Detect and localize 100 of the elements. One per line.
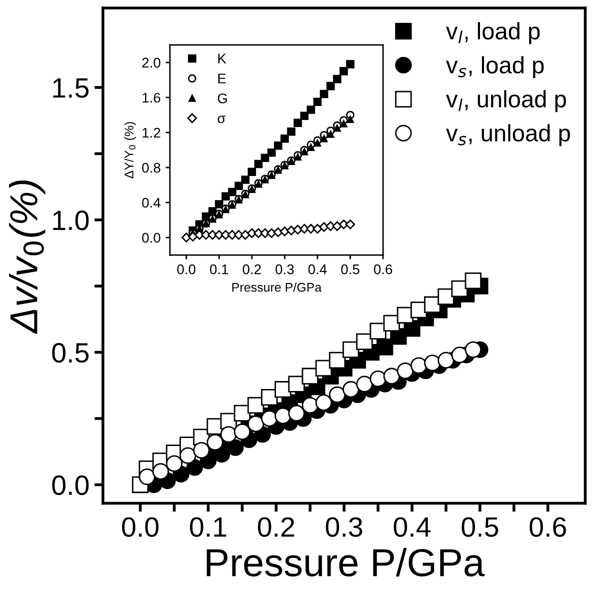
y-tick-label: 1.2	[142, 128, 160, 138]
x-tick-label: 0.6	[374, 264, 392, 274]
point	[138, 468, 156, 486]
point	[314, 139, 322, 147]
point	[260, 154, 270, 162]
point	[300, 112, 309, 120]
point	[315, 394, 332, 411]
point	[342, 381, 360, 398]
point	[254, 160, 263, 168]
y-tick-label: 2.0	[142, 58, 160, 68]
point	[332, 74, 342, 84]
point	[332, 221, 342, 232]
point	[451, 346, 468, 364]
legend-label: v$_{l}$, unload p	[446, 90, 566, 112]
point	[240, 230, 250, 240]
x-tick-label: 0.2	[258, 517, 294, 537]
x-tick-label: 0.4	[394, 517, 431, 537]
legend-label: v$_{l}$, load p	[446, 22, 540, 44]
point	[241, 176, 250, 184]
x-tick-label: 0.3	[326, 517, 362, 537]
point	[320, 90, 328, 98]
point	[340, 67, 348, 76]
y-tick-label: 0.8	[142, 162, 160, 173]
point	[438, 352, 454, 369]
legend-label: K	[218, 54, 226, 64]
point	[260, 228, 270, 238]
point	[320, 134, 328, 142]
point	[166, 455, 183, 472]
point	[248, 168, 256, 176]
x-axis-title: Pressure P/GPa	[206, 548, 485, 576]
point	[346, 116, 354, 124]
point	[280, 226, 290, 236]
y-tick-label: 0.4	[142, 198, 160, 208]
point	[307, 144, 315, 152]
x-axis-title: Pressure P/GPa	[232, 282, 322, 292]
legend-label: σ	[218, 116, 226, 124]
point	[274, 141, 282, 150]
point	[300, 148, 308, 156]
legend-label: G	[218, 93, 227, 104]
x-tick-label: 0.1	[190, 517, 226, 537]
point	[326, 82, 335, 90]
point	[234, 423, 251, 440]
point	[288, 376, 305, 392]
point	[334, 124, 341, 132]
point	[451, 280, 468, 298]
point	[221, 192, 230, 201]
point	[306, 224, 316, 234]
point	[234, 182, 243, 190]
x-tick-label: 0.4	[308, 264, 327, 274]
point	[424, 354, 441, 372]
x-tick-label: 0.6	[530, 517, 566, 537]
point	[383, 368, 400, 384]
point	[261, 410, 278, 427]
point	[396, 362, 414, 380]
point	[345, 220, 356, 230]
point	[356, 376, 373, 392]
legend-label: E	[218, 74, 226, 84]
point	[280, 134, 289, 143]
y-axis-title: Δv/v$_{0}$(%)	[9, 180, 46, 334]
point	[288, 404, 305, 422]
x-tick-label: 0.3	[276, 264, 294, 274]
x-tick-label: 0.5	[341, 264, 360, 274]
y-tick-label: 1.6	[142, 92, 160, 103]
x-tick-label: 0.2	[242, 264, 261, 274]
point	[294, 118, 302, 128]
point	[376, 338, 394, 356]
point	[464, 341, 482, 358]
point	[227, 439, 244, 456]
y-tick-label: 0.5	[52, 342, 89, 363]
point	[302, 396, 318, 414]
y-tick-label: 0.0	[142, 232, 160, 243]
point	[319, 222, 329, 232]
point	[464, 272, 482, 290]
y-axis-title: ΔY/Y$_{0}$ (%)	[124, 122, 136, 178]
point	[340, 120, 348, 128]
point	[326, 130, 334, 138]
x-tick-label: 0.5	[462, 517, 498, 537]
point	[313, 98, 322, 106]
x-tick-label: 0.1	[210, 264, 228, 274]
point	[438, 288, 454, 306]
y-tick-label: 0.0	[52, 475, 89, 496]
point	[306, 106, 316, 114]
y-tick-label: 1.5	[53, 78, 89, 98]
point	[247, 415, 264, 432]
point	[346, 60, 354, 68]
point	[287, 127, 296, 136]
legend-label: v$_{s}$, load p	[446, 56, 544, 78]
point	[193, 442, 210, 459]
point	[328, 386, 346, 404]
x-tick-label: 0.0	[177, 264, 196, 274]
point	[228, 188, 236, 196]
point	[152, 463, 169, 480]
legend-label: v$_{s}$, unload p	[446, 124, 570, 146]
point	[410, 357, 428, 374]
point	[274, 408, 292, 424]
point	[356, 333, 373, 350]
point	[214, 200, 224, 208]
point	[370, 370, 386, 388]
point	[267, 148, 276, 157]
point	[328, 352, 346, 369]
